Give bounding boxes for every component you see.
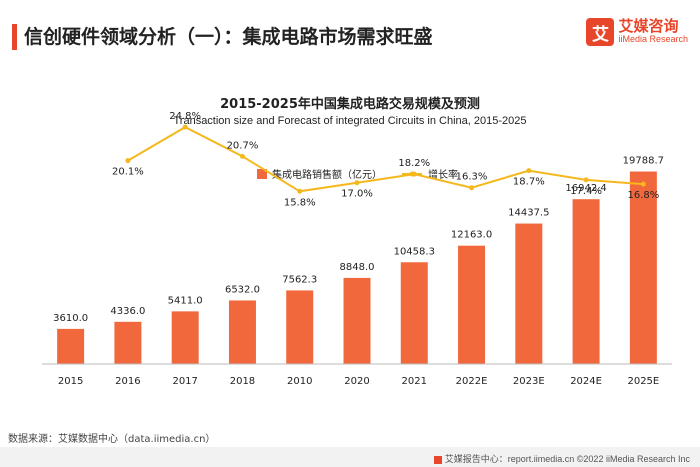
bar-2025E <box>629 171 657 364</box>
page-title: 信创硬件领域分析（一）：集成电路市场需求旺盛 <box>24 26 433 48</box>
growth-point-2018 <box>239 153 245 159</box>
bar-2024E <box>572 199 600 364</box>
footer-credit: 艾媒报告中心：report.iimedia.cn ©2022 iiMedia R… <box>433 452 690 465</box>
bar-2010 <box>286 290 314 364</box>
bar-value-label: 19788.7 <box>623 156 664 167</box>
growth-point-2024E <box>583 177 589 183</box>
growth-rate-label: 16.8% <box>627 190 659 201</box>
title-accent-bar <box>12 24 17 50</box>
combo-chart: 集成电路销售额（亿元） 增长率 3610.0 2015 4336.0 2016 5411.0… <box>42 111 672 387</box>
bar-value-label: 14437.5 <box>508 208 549 219</box>
bar-2018 <box>228 300 256 364</box>
x-tick-label: 2020 <box>344 376 369 387</box>
growth-rate-label: 17.0% <box>341 189 373 200</box>
bar-2021 <box>400 262 428 364</box>
x-tick-label: 2010 <box>287 376 312 387</box>
bar-value-label: 8848.0 <box>340 262 375 273</box>
logo-subtitle: iiMedia Research <box>618 34 688 45</box>
growth-point-2025E <box>640 181 646 187</box>
logo-name: 艾媒咨询 <box>618 17 679 36</box>
bar-2016 <box>114 321 142 364</box>
bar-2017 <box>171 311 199 364</box>
growth-point-2021 <box>411 171 417 177</box>
growth-point-2020 <box>354 180 360 186</box>
x-tick-label: 2021 <box>402 376 427 387</box>
growth-rate-label: 24.8% <box>169 111 201 122</box>
growth-rate-label: 15.8% <box>284 197 316 208</box>
footer-bar <box>0 447 700 467</box>
x-tick-label: 2025E <box>627 376 659 387</box>
growth-rate-label: 20.1% <box>112 167 144 178</box>
growth-rate-line <box>127 125 644 193</box>
bar-2023E <box>515 223 543 364</box>
bar-2022E <box>458 245 486 364</box>
growth-rate-label: 18.7% <box>513 177 545 188</box>
x-tick-label: 2018 <box>230 376 255 387</box>
growth-point-2023E <box>526 168 532 174</box>
growth-point-2022E <box>469 185 475 191</box>
x-tick-label: 2023E <box>513 376 545 387</box>
footer-credit-text: 艾媒报告中心：report.iimedia.cn ©2022 iiMedia R… <box>444 454 690 464</box>
chart-title: 2015-2025年中国集成电路交易规模及预测 <box>220 97 480 112</box>
growth-rate-label: 17.4% <box>570 186 602 197</box>
growth-point-2016 <box>125 158 131 164</box>
legend-line-label: 增长率 <box>428 168 458 181</box>
x-tick-label: 2017 <box>172 376 197 387</box>
bar-2015 <box>57 328 85 364</box>
bar-value-label: 10458.3 <box>394 246 435 257</box>
growth-rate-label: 16.3% <box>456 172 488 183</box>
legend-bar-label: 集成电路销售额（亿元） <box>272 168 382 181</box>
x-tick-label: 2024E <box>570 376 602 387</box>
report-center-icon <box>433 455 442 464</box>
growth-rate-label: 20.7% <box>227 140 259 151</box>
legend-bar-swatch <box>257 169 267 179</box>
chart-subtitle: Transaction size and Forecast of integra… <box>173 115 527 127</box>
x-tick-label: 2015 <box>58 376 83 387</box>
growth-point-2010 <box>297 188 303 194</box>
bar-value-label: 7562.3 <box>282 274 317 285</box>
bar-2020 <box>343 277 371 364</box>
growth-rate-label: 18.2% <box>398 158 430 169</box>
bar-value-label: 12163.0 <box>451 230 492 241</box>
brand-logo: 艾 艾媒咨询 iiMedia Research <box>586 18 688 46</box>
bar-value-label: 16942.4 <box>565 183 606 194</box>
bar-value-label: 3610.0 <box>53 313 88 324</box>
logo-icon: 艾 <box>586 18 615 46</box>
x-tick-label: 2016 <box>115 376 140 387</box>
data-source-note: 数据来源：艾媒数据中心（data.iimedia.cn） <box>8 434 216 445</box>
growth-point-2017 <box>182 124 188 130</box>
x-tick-label: 2022E <box>456 376 488 387</box>
bar-value-label: 4336.0 <box>110 306 145 317</box>
bar-value-label: 6532.0 <box>225 284 260 295</box>
bar-value-label: 5411.0 <box>168 295 203 306</box>
